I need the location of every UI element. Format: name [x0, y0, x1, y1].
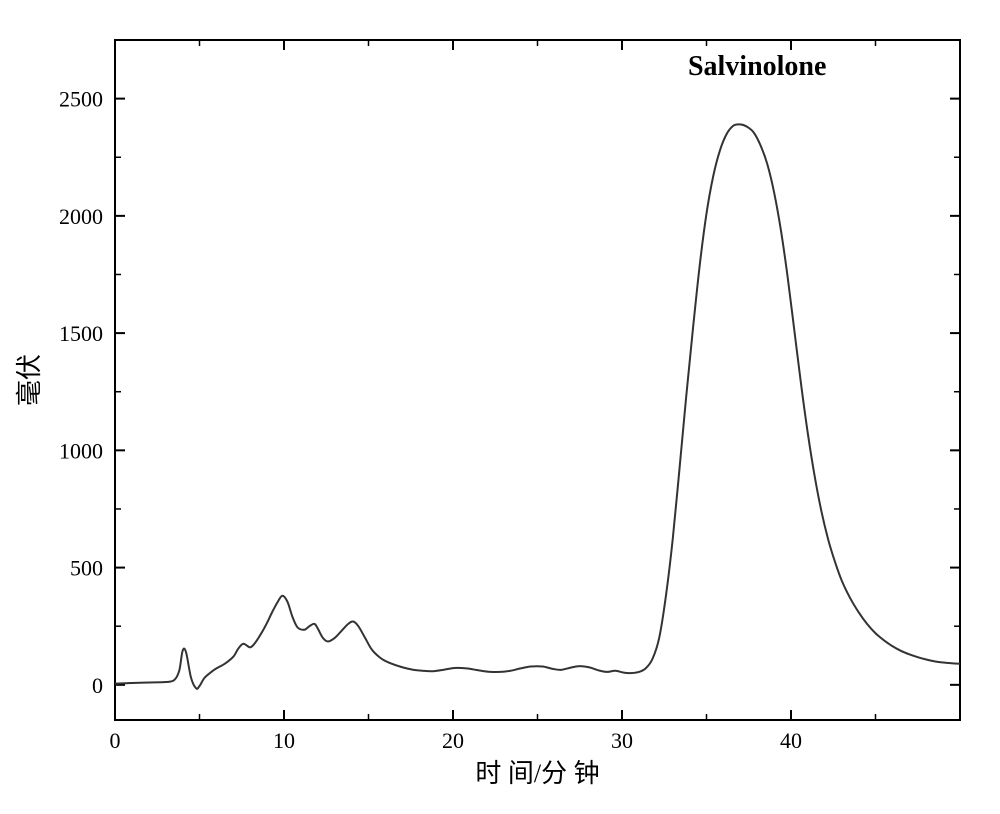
y-axis-label: 毫伏	[15, 354, 44, 406]
y-tick-label: 2000	[59, 204, 103, 229]
plot-frame	[115, 40, 960, 720]
y-tick-label: 500	[70, 556, 103, 581]
chromatogram-line	[115, 124, 960, 689]
y-tick-label: 1000	[59, 438, 103, 463]
x-tick-label: 0	[110, 728, 121, 753]
y-tick-label: 1500	[59, 321, 103, 346]
x-tick-label: 30	[611, 728, 633, 753]
y-tick-label: 2500	[59, 87, 103, 112]
y-tick-label: 0	[92, 673, 103, 698]
chart-svg: 0 10 20 30 40 0 500 1000 1500 2000 2500 时 间/分 钟 毫伏 Sa…	[0, 0, 1000, 814]
x-axis-label: 时 间/分 钟	[475, 759, 599, 788]
peak-annotation: Salvinolone	[688, 51, 826, 82]
chromatogram-chart: 0 10 20 30 40 0 500 1000 1500 2000 2500 时 间/分 钟 毫伏 Sa…	[0, 0, 1000, 814]
x-tick-label: 40	[780, 728, 802, 753]
x-tick-label: 20	[442, 728, 464, 753]
x-tick-label: 10	[273, 728, 295, 753]
